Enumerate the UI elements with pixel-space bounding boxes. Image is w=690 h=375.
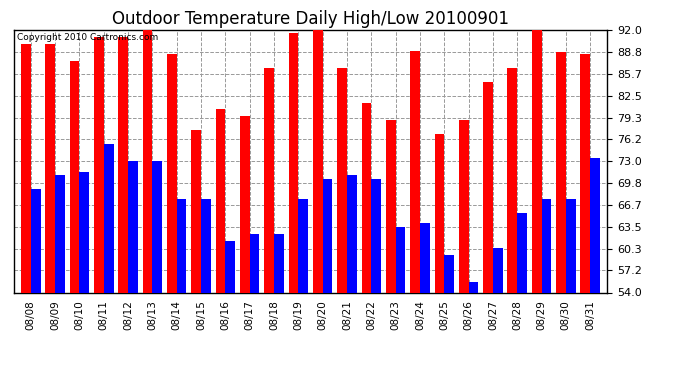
Text: Copyright 2010 Cartronics.com: Copyright 2010 Cartronics.com [17,33,158,42]
Bar [532,27,542,375]
Bar [493,248,502,375]
Bar [518,213,527,375]
Bar [240,116,250,375]
Bar [580,54,590,375]
Bar [55,175,65,375]
Bar [79,172,89,375]
Bar [420,224,430,375]
Bar [298,199,308,375]
Bar [444,255,454,375]
Bar [274,234,284,375]
Bar [362,102,371,375]
Bar [21,44,31,375]
Bar [94,37,104,375]
Bar [566,199,575,375]
Bar [226,241,235,375]
Bar [70,61,79,375]
Bar [386,120,395,375]
Bar [143,27,152,375]
Bar [469,282,478,375]
Bar [201,199,210,375]
Bar [167,54,177,375]
Bar [459,120,469,375]
Bar [152,161,162,375]
Bar [411,51,420,375]
Bar [191,130,201,375]
Bar [507,68,518,375]
Bar [590,158,600,375]
Bar [104,144,114,375]
Bar [216,110,226,375]
Bar [288,33,298,375]
Bar [250,234,259,375]
Bar [556,52,566,375]
Bar [542,199,551,375]
Bar [395,227,405,375]
Bar [435,134,444,375]
Bar [46,44,55,375]
Bar [264,68,274,375]
Bar [119,37,128,375]
Bar [483,82,493,375]
Bar [128,161,138,375]
Bar [337,68,347,375]
Bar [313,27,323,375]
Bar [323,178,333,375]
Bar [31,189,41,375]
Bar [371,178,381,375]
Bar [347,175,357,375]
Bar [177,199,186,375]
Title: Outdoor Temperature Daily High/Low 20100901: Outdoor Temperature Daily High/Low 20100… [112,10,509,28]
